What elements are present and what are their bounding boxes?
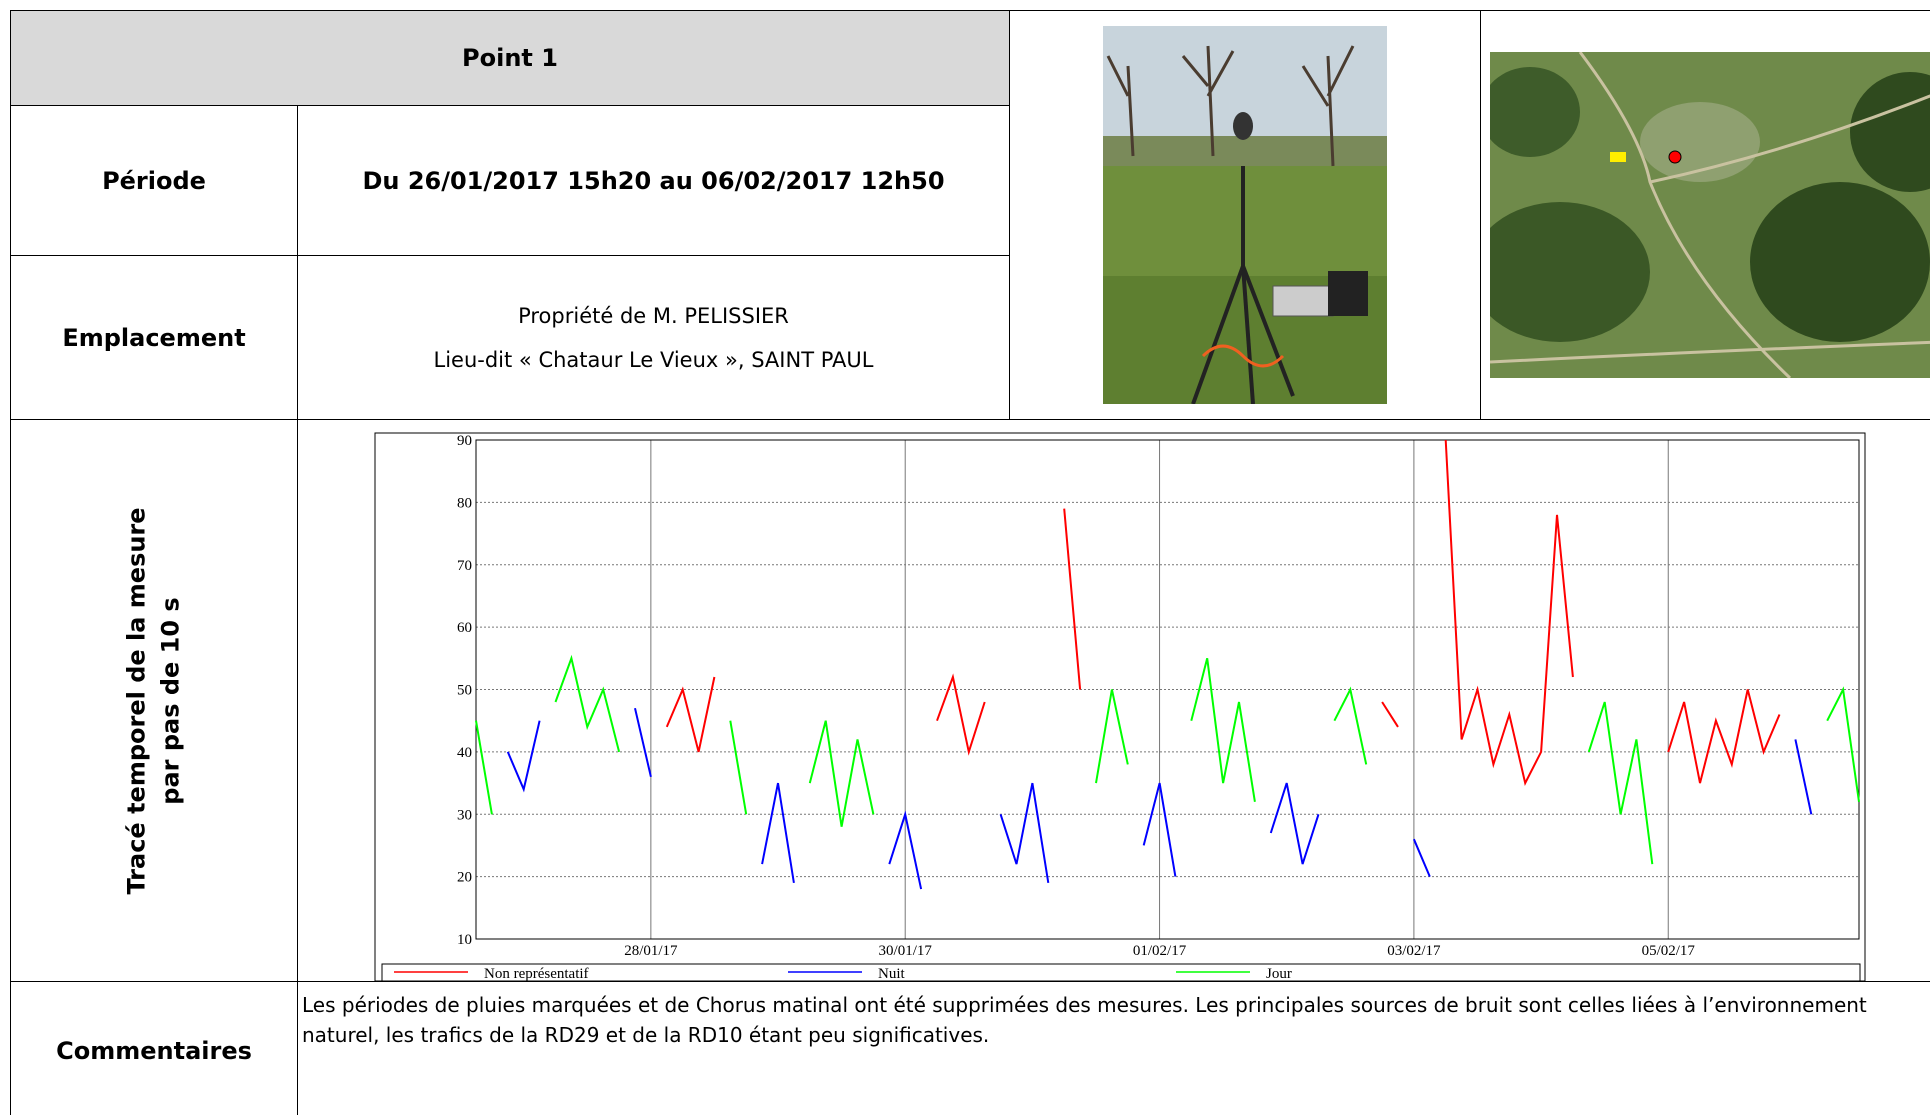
line: Lieu-dit « Chataur Le Vieux », SAINT PAU… [433,347,874,372]
y-tick-label: 10 [457,932,472,948]
plot-frame [475,439,1860,940]
x-tick-label: 05/02/17 [1642,943,1696,959]
y-tick-label: 90 [457,433,472,449]
y-tick-label: 20 [457,870,472,886]
x-tick-label: 01/02/17 [1133,943,1187,959]
label: Emplacement [62,323,246,352]
map [1490,52,1930,378]
series-line [506,707,1813,890]
x-tick-label: 03/02/17 [1387,943,1441,959]
value-cell: Propriété de M. PELISSIER Lieu-dit « Chat… [297,255,1010,420]
series-line [475,654,1860,865]
chart-frame [374,432,1866,982]
photo [1103,26,1387,404]
y-tick-label: 70 [457,558,472,574]
legend-label: Nuit [878,966,906,982]
title: Point 1 [462,44,558,72]
legend-label: Non représentatif [484,966,589,982]
series-line [665,439,1781,786]
label-cell: Période [10,105,298,256]
label: Période [102,166,206,195]
map-cell [1480,10,1930,420]
y-tick-label: 60 [457,620,472,636]
y-tick-label: 40 [457,745,472,761]
comment: Les périodes de pluies marquées et de Ch… [302,993,1867,1047]
title-cell: Point 1 [10,10,1010,106]
label-cell: Commentaires [10,981,298,1115]
x-tick-label: 30/01/17 [879,943,933,959]
x-tick-label: 28/01/17 [624,943,678,959]
label: Commentaires [56,1037,252,1065]
y-tick-label: 30 [457,807,472,823]
y-tick-label: 50 [457,683,472,699]
comment-cell: Les périodes de pluies marquées et de Ch… [297,981,1930,1115]
photo-cell [1009,10,1481,420]
line: Propriété de M. PELISSIER [518,303,789,328]
value: Du 26/01/2017 15h20 au 06/02/2017 12h50 [362,166,945,195]
legend-label: Jour [1266,966,1292,982]
y-tick-label: 80 [457,495,472,511]
